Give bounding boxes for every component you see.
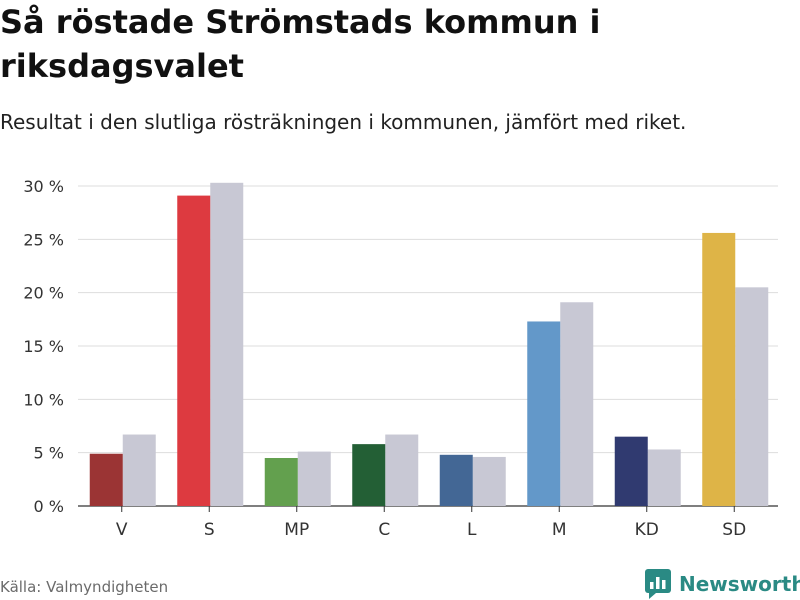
y-tick-label: 30 % bbox=[23, 177, 64, 196]
bar-kommun-S bbox=[177, 195, 211, 506]
chart-subtitle: Resultat i den slutliga rösträkningen i … bbox=[0, 110, 687, 134]
bar-riket-SD bbox=[735, 287, 769, 506]
brand-logo[interactable]: Newsworthy bbox=[645, 568, 800, 600]
brand-name: Newsworthy bbox=[679, 572, 800, 596]
x-tick-label: L bbox=[467, 520, 477, 540]
bar-riket-M bbox=[560, 302, 594, 506]
y-tick-label: 20 % bbox=[23, 284, 64, 303]
bar-kommun-C bbox=[352, 444, 386, 506]
x-tick-label: C bbox=[378, 520, 390, 540]
x-tick-label: V bbox=[116, 520, 128, 540]
bar-kommun-L bbox=[439, 454, 473, 506]
y-tick-label: 5 % bbox=[34, 444, 64, 463]
y-tick-label: 10 % bbox=[23, 390, 64, 409]
bar-kommun-M bbox=[527, 321, 561, 506]
bar-kommun-MP bbox=[264, 458, 298, 506]
bar-kommun-SD bbox=[702, 232, 736, 506]
x-tick-label: KD bbox=[635, 520, 659, 540]
bar-riket-V bbox=[122, 434, 156, 506]
bar-kommun-V bbox=[89, 453, 123, 506]
x-tick-label: SD bbox=[722, 520, 746, 540]
source-note: Källa: Valmyndigheten bbox=[0, 578, 169, 596]
x-axis-labels: V S MP C L M KD SD bbox=[116, 506, 746, 540]
x-tick-label: S bbox=[204, 520, 215, 540]
bar-riket-MP bbox=[297, 451, 331, 506]
bar-riket-KD bbox=[647, 449, 681, 506]
y-axis-labels: 0 % 5 % 10 % 15 % 20 % 25 % 30 % bbox=[23, 177, 64, 516]
bar-riket-L bbox=[472, 456, 506, 506]
bar-riket-S bbox=[210, 182, 244, 507]
y-tick-label: 15 % bbox=[23, 337, 64, 356]
newsworthy-icon bbox=[645, 569, 671, 599]
y-tick-label: 0 % bbox=[34, 497, 64, 516]
bar-kommun-KD bbox=[614, 436, 648, 506]
chart-title: Så röstade Strömstads kommun i riksdagsv… bbox=[0, 3, 601, 85]
bar-riket-C bbox=[385, 434, 419, 506]
bar-chart: 0 % 5 % 10 % 15 % 20 % 25 % 30 % V S MP C L M KD SD bbox=[23, 177, 778, 540]
y-tick-label: 25 % bbox=[23, 230, 64, 249]
x-tick-label: M bbox=[552, 520, 567, 540]
x-tick-label: MP bbox=[284, 520, 309, 540]
bars bbox=[89, 182, 769, 507]
